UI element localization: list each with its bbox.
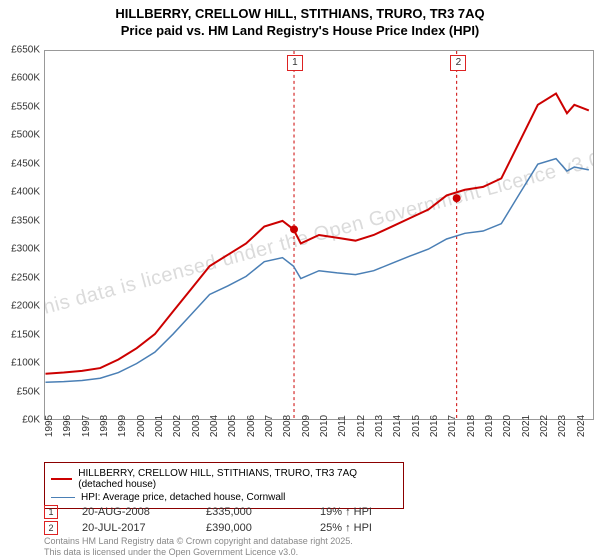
sale-delta: 25% ↑ HPI [320,522,372,534]
x-tick-label: 2014 [392,415,403,437]
y-tick-label: £150K [11,329,40,340]
x-tick-label: 2010 [319,415,330,437]
marker-dot [290,225,298,233]
x-tick-label: 1997 [81,415,92,437]
y-tick-label: £50K [17,386,40,397]
x-tick-label: 2004 [209,415,220,437]
x-tick-label: 2000 [136,415,147,437]
x-tick-label: 2008 [282,415,293,437]
x-tick-label: 2006 [246,415,257,437]
marker-dot [453,194,461,202]
x-tick-label: 2003 [191,415,202,437]
title-line-2: Price paid vs. HM Land Registry's House … [0,23,600,40]
series-hpi [45,159,588,383]
sale-price: £390,000 [206,522,296,534]
x-tick-label: 2016 [429,415,440,437]
y-tick-label: £600K [11,73,40,84]
sales-list: 1 20-AUG-2008 £335,000 19% ↑ HPI 2 20-JUL-201… [44,504,594,536]
x-tick-label: 2019 [484,415,495,437]
y-tick-label: £550K [11,101,40,112]
legend-swatch [51,478,72,480]
plot-area: This data is licensed under the Open Gov… [44,50,594,420]
x-tick-label: 2012 [356,415,367,437]
legend-label: HPI: Average price, detached house, Corn… [81,492,285,503]
y-tick-label: £200K [11,301,40,312]
y-tick-label: £650K [11,45,40,56]
x-tick-label: 2017 [447,415,458,437]
y-tick-label: £450K [11,158,40,169]
x-tick-label: 2022 [539,415,550,437]
sale-date: 20-JUL-2017 [82,522,182,534]
x-axis-ticks: 1995199619971998199920002001200220032004… [44,420,594,468]
legend-row: HPI: Average price, detached house, Corn… [51,491,397,504]
legend-swatch [51,497,75,498]
legend: HILLBERRY, CRELLOW HILL, STITHIANS, TRUR… [44,462,404,509]
legend-label: HILLBERRY, CRELLOW HILL, STITHIANS, TRUR… [78,468,397,490]
y-tick-label: £400K [11,187,40,198]
y-tick-label: £500K [11,130,40,141]
footer-attribution: Contains HM Land Registry data © Crown c… [44,536,353,558]
x-tick-label: 2005 [227,415,238,437]
y-tick-label: £0K [22,415,40,426]
sale-marker: 2 [44,521,58,535]
marker-label: 1 [287,55,303,71]
sale-price: £335,000 [206,506,296,518]
x-tick-label: 2021 [521,415,532,437]
y-axis-ticks: £0K£50K£100K£150K£200K£250K£300K£350K£40… [0,50,44,420]
chart-container: HILLBERRY, CRELLOW HILL, STITHIANS, TRUR… [0,0,600,560]
x-tick-label: 1999 [117,415,128,437]
x-tick-label: 2002 [172,415,183,437]
footer-line-1: Contains HM Land Registry data © Crown c… [44,536,353,547]
x-tick-label: 2007 [264,415,275,437]
x-tick-label: 2013 [374,415,385,437]
x-tick-label: 2001 [154,415,165,437]
y-tick-label: £100K [11,358,40,369]
y-tick-label: £300K [11,244,40,255]
sale-row: 1 20-AUG-2008 £335,000 19% ↑ HPI [44,504,594,520]
x-tick-label: 1998 [99,415,110,437]
plot-svg [45,51,593,419]
x-tick-label: 2009 [301,415,312,437]
y-tick-label: £250K [11,272,40,283]
legend-row: HILLBERRY, CRELLOW HILL, STITHIANS, TRUR… [51,467,397,491]
x-tick-label: 2023 [557,415,568,437]
title-line-1: HILLBERRY, CRELLOW HILL, STITHIANS, TRUR… [0,6,600,23]
x-tick-label: 2020 [502,415,513,437]
x-tick-label: 2011 [337,415,348,437]
series-property [45,93,588,373]
sale-delta: 19% ↑ HPI [320,506,372,518]
x-tick-label: 2018 [466,415,477,437]
footer-line-2: This data is licensed under the Open Gov… [44,547,353,558]
chart-title: HILLBERRY, CRELLOW HILL, STITHIANS, TRUR… [0,0,600,40]
x-tick-label: 2015 [411,415,422,437]
x-tick-label: 2024 [576,415,587,437]
sale-date: 20-AUG-2008 [82,506,182,518]
sale-row: 2 20-JUL-2017 £390,000 25% ↑ HPI [44,520,594,536]
x-tick-label: 1996 [62,415,73,437]
y-tick-label: £350K [11,215,40,226]
sale-marker: 1 [44,505,58,519]
x-tick-label: 1995 [44,415,55,437]
marker-label: 2 [450,55,466,71]
